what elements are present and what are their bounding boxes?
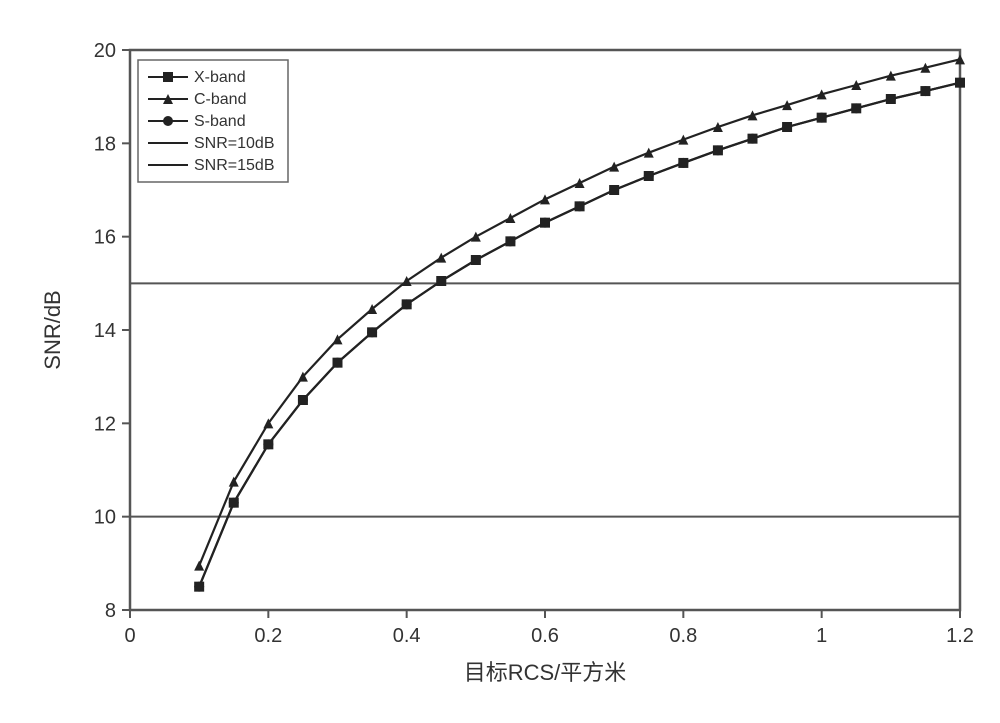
- plot-border: [130, 50, 960, 610]
- legend-label: S-band: [194, 113, 246, 130]
- series-line-S-band: [199, 83, 960, 587]
- marker-circle: [163, 116, 173, 126]
- marker-triangle: [678, 135, 688, 145]
- marker-circle: [713, 145, 723, 155]
- x-tick-label: 1: [816, 625, 827, 647]
- y-axis-label: SNR/dB: [40, 290, 65, 369]
- marker-square: [163, 72, 173, 82]
- marker-triangle: [436, 253, 446, 263]
- marker-triangle: [713, 122, 723, 132]
- legend-label: SNR=10dB: [194, 135, 275, 152]
- marker-circle: [575, 201, 585, 211]
- y-tick-label: 18: [94, 133, 116, 155]
- series-line-C-band: [199, 59, 960, 565]
- marker-circle: [229, 498, 239, 508]
- marker-circle: [436, 276, 446, 286]
- marker-circle: [748, 134, 758, 144]
- series-X-band: [194, 78, 965, 592]
- marker-circle: [505, 236, 515, 246]
- y-tick-label: 10: [94, 507, 116, 529]
- legend-item: C-band: [148, 91, 246, 108]
- marker-circle: [782, 122, 792, 132]
- series-S-band: [194, 78, 965, 592]
- y-tick-label: 12: [94, 413, 116, 435]
- x-tick-label: 0.2: [254, 625, 282, 647]
- legend-item: SNR=15dB: [148, 157, 275, 174]
- marker-circle: [194, 582, 204, 592]
- snr-vs-rcs-chart: 0 0.2 0.4 0.6 0.8 1 1.2 8 10 12 14 16 18 20 目标RCS/平方米 S…: [20, 20, 980, 703]
- marker-triangle: [471, 232, 481, 242]
- marker-triangle: [194, 561, 204, 571]
- x-axis-label: 目标RCS/平方米: [464, 660, 627, 685]
- marker-circle: [402, 299, 412, 309]
- marker-circle: [817, 113, 827, 123]
- marker-circle: [540, 218, 550, 228]
- legend-label: SNR=15dB: [194, 157, 275, 174]
- x-tick-label: 0.4: [393, 625, 421, 647]
- x-tick-label: 0.8: [669, 625, 697, 647]
- marker-triangle: [229, 477, 239, 487]
- y-tick-label: 20: [94, 40, 116, 62]
- marker-circle: [298, 395, 308, 405]
- x-tick-label: 0: [124, 625, 135, 647]
- marker-triangle: [505, 213, 515, 223]
- marker-circle: [609, 185, 619, 195]
- y-tick-label: 8: [105, 600, 116, 622]
- y-tick-label: 14: [94, 320, 116, 342]
- marker-circle: [333, 358, 343, 368]
- legend-item: X-band: [148, 69, 246, 86]
- legend-item: SNR=10dB: [148, 135, 275, 152]
- y-tick-label: 16: [94, 227, 116, 249]
- marker-circle: [367, 327, 377, 337]
- marker-circle: [263, 439, 273, 449]
- marker-circle: [886, 94, 896, 104]
- marker-circle: [955, 78, 965, 88]
- series-line-X-band: [199, 83, 960, 587]
- marker-circle: [920, 86, 930, 96]
- legend-label: X-band: [194, 69, 246, 86]
- marker-circle: [471, 255, 481, 265]
- marker-triangle: [609, 162, 619, 172]
- marker-circle: [678, 158, 688, 168]
- marker-circle: [644, 171, 654, 181]
- x-tick-label: 1.2: [946, 625, 974, 647]
- marker-triangle: [540, 194, 550, 204]
- x-tick-label: 0.6: [531, 625, 559, 647]
- legend-label: C-band: [194, 91, 246, 108]
- legend: X-band C-band S-band SNR=10dB SNR=15dB: [138, 60, 288, 182]
- chart-svg: 0 0.2 0.4 0.6 0.8 1 1.2 8 10 12 14 16 18 20 目标RCS/平方米 S…: [20, 20, 980, 703]
- legend-item: S-band: [148, 113, 246, 130]
- marker-circle: [851, 103, 861, 113]
- marker-triangle: [644, 148, 654, 158]
- marker-triangle: [575, 178, 585, 188]
- series-C-band: [194, 54, 965, 570]
